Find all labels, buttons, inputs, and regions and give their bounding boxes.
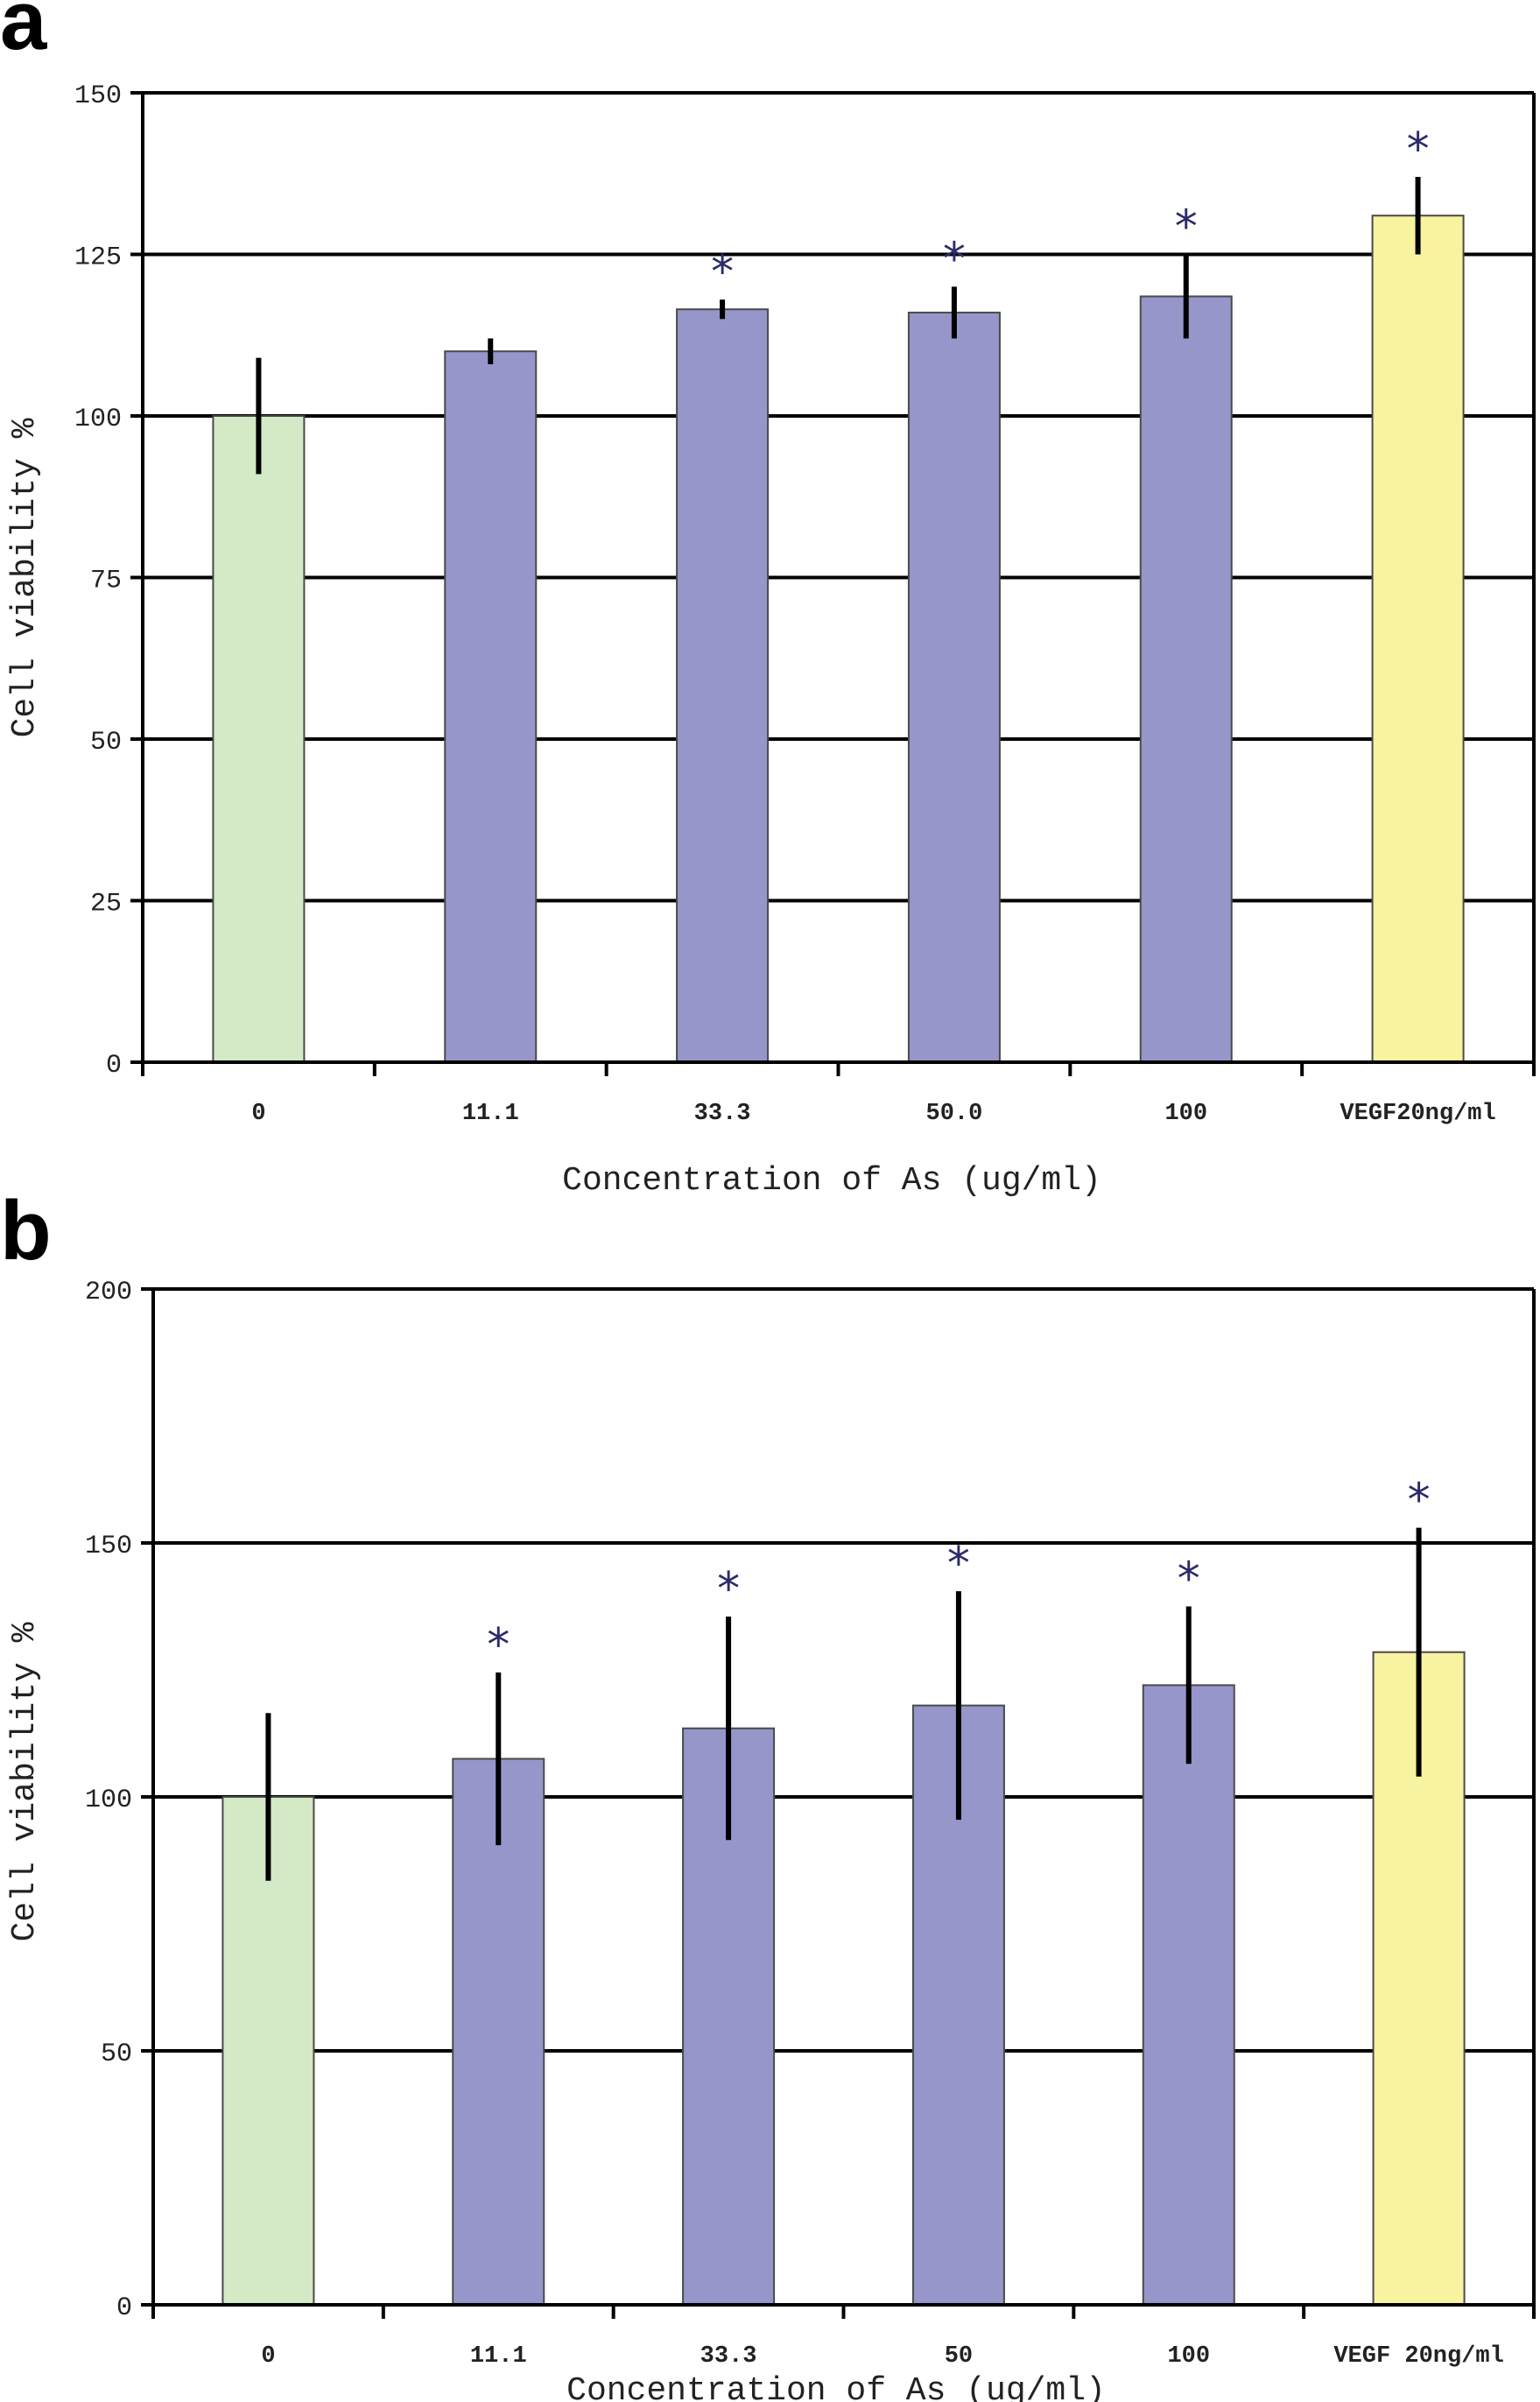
bar bbox=[1142, 1684, 1235, 2306]
x-tick-label: 0 bbox=[251, 1101, 265, 1127]
x-tick-label: 11.1 bbox=[462, 1101, 519, 1127]
significance-marker: * bbox=[1178, 1553, 1200, 1606]
y-tick-label: 50 bbox=[90, 728, 122, 757]
x-tick-label: 33.3 bbox=[700, 2343, 757, 2370]
x-tick-label: VEGF20ng/ml bbox=[1340, 1101, 1495, 1127]
significance-marker: * bbox=[711, 246, 734, 299]
y-tick-label: 25 bbox=[90, 890, 122, 919]
y-tick-label: 125 bbox=[74, 243, 122, 273]
y-tick-label: 200 bbox=[85, 1278, 132, 1307]
x-tick-label: 33.3 bbox=[694, 1101, 751, 1127]
x-tick-label: 0 bbox=[261, 2343, 275, 2370]
x-tick-label: VEGF 20ng/ml bbox=[1333, 2343, 1503, 2370]
bar bbox=[1371, 215, 1465, 1064]
significance-marker: * bbox=[487, 1619, 510, 1672]
panel-label: b bbox=[0, 1184, 52, 1278]
x-tick-label: 100 bbox=[1164, 1101, 1207, 1127]
y-axis-title: Cell viability % bbox=[6, 1622, 44, 1941]
y-tick-label: 0 bbox=[116, 2293, 132, 2323]
significance-marker: * bbox=[1175, 201, 1198, 254]
bar bbox=[212, 415, 306, 1063]
x-tick-label: 50 bbox=[945, 2343, 973, 2370]
y-tick-label: 100 bbox=[74, 405, 122, 434]
y-tick-label: 100 bbox=[85, 1786, 132, 1815]
significance-marker: * bbox=[943, 233, 966, 285]
x-tick-label: 50.0 bbox=[926, 1101, 983, 1127]
bar bbox=[222, 1796, 315, 2306]
y-tick-label: 50 bbox=[101, 2039, 132, 2069]
y-tick-label: 150 bbox=[74, 81, 122, 111]
bar bbox=[452, 1757, 545, 2306]
y-tick-label: 0 bbox=[106, 1051, 122, 1081]
chart-panel-b: b * * * * * 0 50 100 150 200 0 11.1 33.3 50 100 VEGF … bbox=[0, 1184, 1536, 2402]
chart-panel-a: a * * * * 0 25 50 75 100 125 150 0 11.1 33.3 50.0 100… bbox=[0, 0, 1536, 1200]
significance-marker: * bbox=[947, 1538, 970, 1590]
x-axis-title: Concentration of As (ug/ml) bbox=[566, 2372, 1106, 2402]
y-tick-label: 75 bbox=[90, 567, 122, 596]
bar bbox=[676, 308, 770, 1064]
bar bbox=[444, 350, 538, 1063]
significance-marker: * bbox=[1408, 1475, 1431, 1527]
panel-label: a bbox=[0, 0, 47, 67]
significance-marker: * bbox=[717, 1563, 740, 1616]
bar bbox=[907, 311, 1001, 1064]
x-axis-title: Concentration of As (ug/ml) bbox=[562, 1162, 1101, 1200]
y-tick-label: 150 bbox=[85, 1532, 132, 1561]
y-axis-title: Cell viability % bbox=[6, 418, 44, 737]
x-tick-label: 11.1 bbox=[470, 2343, 527, 2370]
significance-marker: * bbox=[1407, 123, 1430, 176]
bar bbox=[1139, 295, 1233, 1064]
x-tick-label: 100 bbox=[1167, 2343, 1210, 2370]
